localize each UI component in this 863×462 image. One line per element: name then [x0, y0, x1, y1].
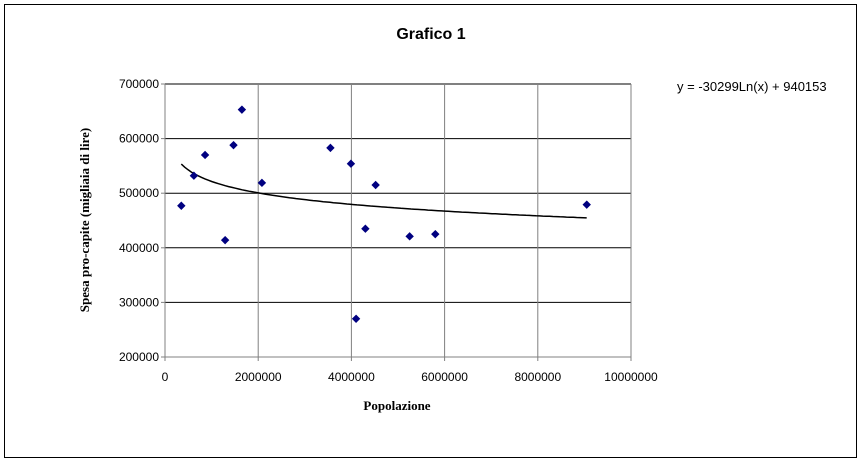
data-point: [326, 143, 335, 153]
data-point: [405, 232, 414, 241]
data-point: [189, 171, 199, 180]
y-tick-label: 300000: [119, 295, 159, 309]
data-point: [431, 229, 440, 239]
trendline-curve: [180, 163, 587, 219]
trendline-equation: y = -30299Ln(x) + 940153: [677, 79, 827, 94]
data-point: [220, 235, 230, 245]
data-point: [177, 201, 186, 210]
data-point: [229, 140, 238, 150]
scatter-chart: 0 2000000 4000000 6000000 8000000 10000000 20…: [77, 26, 827, 413]
y-tick-labels: 200000 300000 400000 500000 600000 700000: [119, 77, 159, 364]
y-tick-label: 600000: [119, 132, 159, 146]
data-point: [346, 159, 356, 168]
y-axis-label: Spesa pro-capite (migliaia di lire): [77, 128, 92, 312]
x-tick-label: 4000000: [328, 370, 375, 384]
data-point: [351, 314, 361, 323]
y-tick-label: 500000: [119, 186, 159, 200]
data-point: [200, 150, 210, 160]
chart-frame: 0 2000000 4000000 6000000 8000000 10000000 20…: [4, 4, 857, 458]
axes: [161, 83, 632, 361]
data-point: [361, 224, 370, 233]
x-tick-label: 10000000: [604, 370, 658, 384]
y-tick-label: 200000: [119, 350, 159, 364]
data-point: [257, 178, 267, 188]
y-tick-label: 400000: [119, 241, 159, 255]
data-point: [237, 105, 247, 114]
grid: [165, 83, 632, 357]
data-point: [371, 180, 380, 190]
x-tick-label: 0: [162, 370, 169, 384]
trendline: [180, 163, 587, 219]
x-tick-labels: 0 2000000 4000000 6000000 8000000 10000000: [162, 370, 658, 384]
x-axis-label: Popolazione: [363, 398, 430, 413]
data-point: [582, 200, 591, 209]
chart-title: Grafico 1: [396, 26, 465, 43]
y-tick-label: 700000: [119, 77, 159, 91]
data-points: [177, 105, 591, 323]
x-tick-label: 8000000: [514, 370, 561, 384]
x-tick-label: 2000000: [235, 370, 282, 384]
x-tick-label: 6000000: [421, 370, 468, 384]
